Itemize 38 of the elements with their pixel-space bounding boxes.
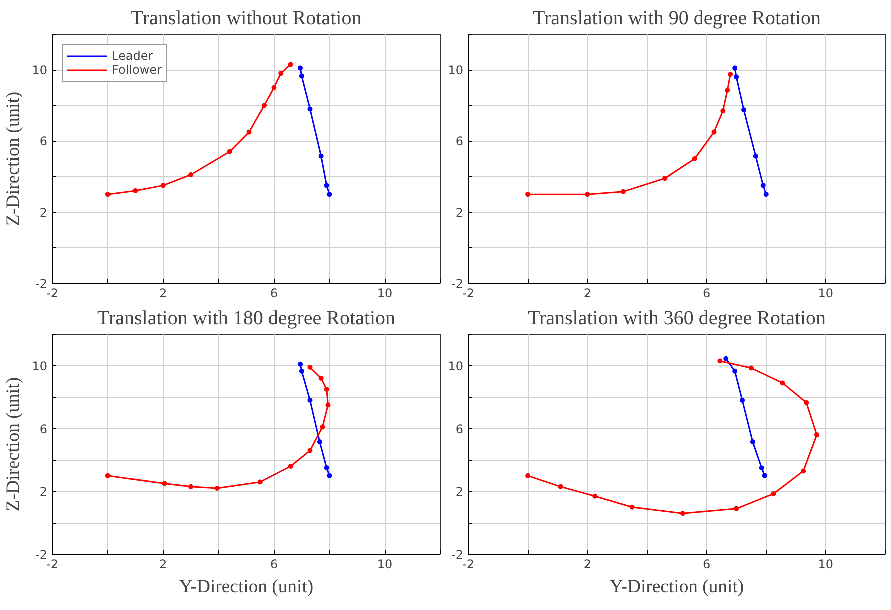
x-tick-label: 2 <box>584 286 592 300</box>
y-tick-label: 6 <box>40 134 48 149</box>
x-tick-label: 2 <box>160 558 168 572</box>
y-tick-label: 2 <box>40 485 48 500</box>
y-tick-label: -2 <box>36 548 48 562</box>
y-tick-label: 2 <box>456 206 464 220</box>
x-tick-label: 6 <box>270 558 278 572</box>
x-tick-label: 6 <box>270 286 278 300</box>
y-tick-label: 6 <box>456 134 464 149</box>
chart-title: Translation with 360 degree Rotation <box>528 308 826 330</box>
chart-title: Translation with 180 degree Rotation <box>97 308 396 330</box>
chart-title: Translation with 90 degree Rotation <box>532 8 822 30</box>
x-tick-label: 10 <box>818 558 834 572</box>
legend-label: Leader <box>112 49 154 63</box>
y-axis-title: Z-Direction (unit) <box>3 377 24 512</box>
x-tick-label: 6 <box>702 558 711 572</box>
y-tick-label: 10 <box>448 64 464 78</box>
x-tick-label: 2 <box>584 558 592 572</box>
y-tick-label: 2 <box>456 485 464 500</box>
y-tick-label: 10 <box>32 359 48 374</box>
y-axis-title: Z-Direction (unit) <box>3 92 24 226</box>
x-tick-label: 10 <box>818 286 834 300</box>
legend-label: Follower <box>112 63 162 77</box>
x-axis-title: Y-Direction (unit) <box>179 576 314 598</box>
y-tick-label: 2 <box>40 206 48 220</box>
y-tick-label: 10 <box>448 359 464 374</box>
y-tick-label: 10 <box>32 64 48 78</box>
y-tick-label: -2 <box>452 548 464 562</box>
x-tick-label: 2 <box>160 286 168 300</box>
x-axis-title: Y-Direction (unit) <box>610 576 744 598</box>
x-tick-label: 10 <box>377 558 393 572</box>
y-tick-label: -2 <box>36 277 48 291</box>
y-tick-label: -2 <box>452 277 464 291</box>
y-tick-label: 6 <box>456 422 464 436</box>
chart-title: Translation without Rotation <box>131 8 362 30</box>
x-tick-label: 6 <box>702 286 711 300</box>
x-tick-label: 10 <box>377 286 393 300</box>
y-tick-label: 6 <box>40 422 48 436</box>
